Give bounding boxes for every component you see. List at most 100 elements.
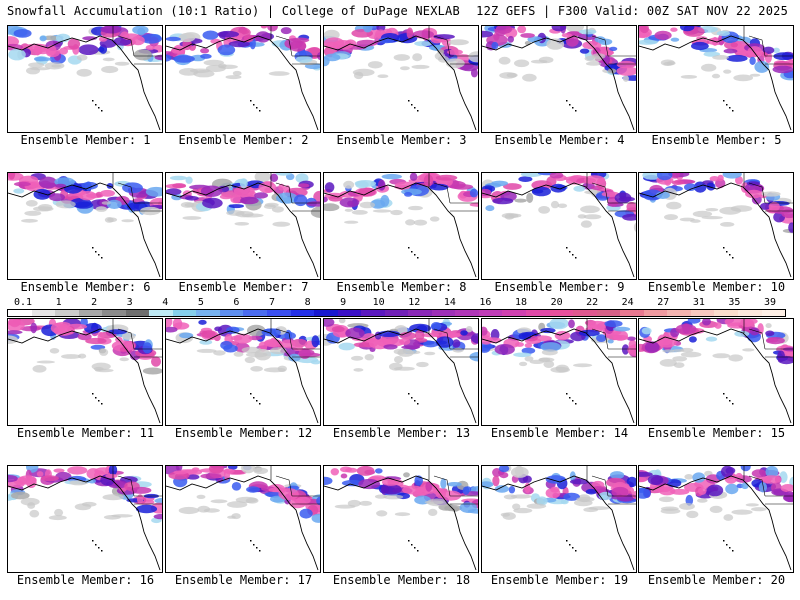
hawaii-island — [411, 397, 413, 399]
snowfall-blob — [288, 353, 301, 362]
light-snow-patch — [663, 61, 673, 66]
snowfall-blob — [423, 340, 439, 348]
snowfall-blob — [173, 322, 190, 330]
light-snow-patch — [580, 205, 600, 214]
snowfall-blob — [517, 26, 527, 34]
hawaii-island — [723, 393, 725, 395]
hawaii-island — [575, 257, 577, 259]
ensemble-map-panel — [165, 465, 321, 573]
snowfall-blob — [482, 326, 488, 336]
snowfall-blob — [226, 326, 240, 334]
light-snow-patch — [121, 219, 134, 223]
colorbar-tick-label: 39 — [763, 297, 777, 308]
light-snow-patch — [376, 510, 388, 517]
snowfall-blob — [586, 320, 608, 330]
snowfall-blob — [264, 340, 274, 347]
snowfall-blob — [639, 39, 658, 45]
ensemble-map-panel — [638, 318, 794, 426]
snowfall-blob — [122, 182, 143, 194]
political-borders — [743, 26, 793, 65]
snowfall-map — [639, 173, 793, 278]
snowfall-blob — [154, 497, 162, 504]
light-snow-patch — [102, 57, 115, 62]
hawaii-island — [408, 247, 410, 249]
snowfall-blob — [13, 188, 25, 194]
hawaii-island — [253, 397, 255, 399]
hawaii-island — [101, 257, 103, 259]
colorbar-segment — [408, 310, 432, 316]
snowfall-blob — [253, 467, 269, 474]
snowfall-blob — [13, 29, 32, 38]
light-snow-patch — [268, 71, 290, 76]
light-snow-patch — [749, 73, 761, 77]
light-snow-patch — [32, 365, 47, 373]
snowfall-blob — [654, 30, 672, 40]
snowfall-blob — [219, 194, 233, 200]
snowfall-blob — [381, 478, 400, 486]
hawaii-island — [259, 403, 261, 405]
light-snow-patch — [711, 73, 721, 79]
light-snow-patch — [189, 68, 211, 74]
colorbar-segment — [690, 310, 715, 316]
light-snow-patch — [664, 214, 678, 221]
snowfall-blob — [228, 40, 251, 48]
snowfall-blob — [78, 44, 99, 55]
colorbar-segment — [55, 310, 79, 316]
light-snow-patch — [26, 67, 40, 75]
snowfall-blob — [30, 322, 37, 334]
snowfall-map — [166, 466, 320, 571]
hawaii-island — [92, 393, 94, 395]
snowfall-blob — [518, 332, 532, 340]
snowfall-blob — [230, 195, 242, 204]
hawaii-island — [95, 104, 97, 106]
light-snow-patch — [543, 360, 555, 368]
snowfall-blob — [717, 174, 724, 182]
snowfall-blob — [573, 185, 586, 192]
snowfall-blob — [199, 330, 208, 335]
political-borders — [270, 26, 320, 65]
snowfall-blob — [200, 53, 212, 59]
snowfall-blob — [258, 181, 277, 194]
light-snow-patch — [226, 210, 245, 216]
snowfall-blob — [550, 486, 560, 493]
snowfall-blob — [84, 323, 102, 334]
light-snow-patch — [119, 357, 129, 362]
snowfall-blob — [565, 26, 585, 33]
political-borders — [270, 319, 320, 358]
colorbar-segment — [314, 310, 338, 316]
snowfall-blob — [697, 498, 708, 503]
colorbar-tick-label: 6 — [233, 297, 240, 308]
snowfall-blob — [295, 55, 313, 63]
light-snow-patch — [231, 513, 241, 520]
snowfall-blob — [709, 176, 720, 182]
colorbar-segment — [455, 310, 479, 316]
coastline — [324, 328, 477, 424]
light-snow-patch — [246, 352, 268, 358]
snowfall-blob — [533, 335, 552, 342]
light-snow-patch — [196, 494, 206, 499]
snowfall-blob — [485, 205, 495, 212]
snowfall-blob — [447, 482, 462, 487]
snowfall-blob — [34, 56, 46, 62]
snowfall-blob — [412, 30, 434, 39]
colorbar-segment — [172, 310, 197, 316]
light-snow-patch — [498, 56, 511, 65]
hawaii-island — [732, 550, 734, 552]
light-snow-patch — [580, 220, 592, 228]
hawaii-island — [726, 544, 728, 546]
light-snow-patch — [101, 201, 111, 205]
snowfall-map — [324, 466, 478, 571]
light-snow-patch — [102, 494, 124, 501]
snowfall-blob — [435, 174, 458, 181]
colorbar-segment — [267, 310, 291, 316]
colorbar-tick-label: 0.1 — [13, 297, 33, 308]
light-snow-patch — [411, 64, 430, 69]
snowfall-blob — [691, 41, 709, 51]
light-snow-patch — [437, 55, 449, 63]
hawaii-island — [729, 400, 731, 402]
snowfall-blob — [540, 342, 561, 352]
snowfall-blob — [233, 185, 255, 198]
light-snow-patch — [751, 507, 767, 512]
hawaii-island — [101, 550, 103, 552]
hawaii-island — [411, 251, 413, 253]
